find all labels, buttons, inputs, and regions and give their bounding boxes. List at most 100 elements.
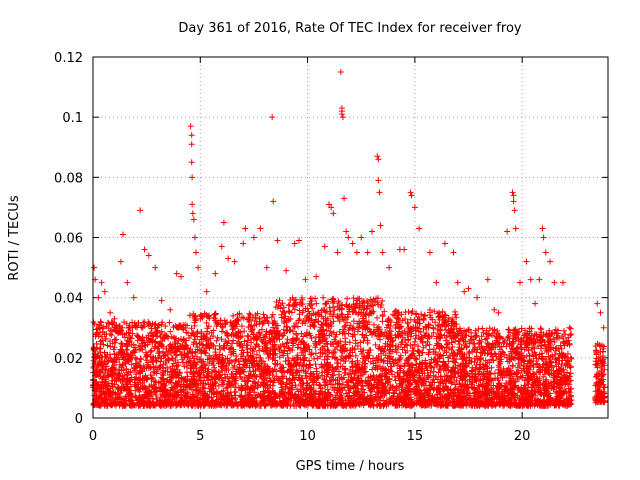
data-point: [108, 401, 115, 408]
data-point: [256, 354, 263, 361]
data-point: [280, 326, 287, 333]
data-point: [334, 303, 341, 310]
data-point: [313, 316, 320, 323]
data-point: [126, 356, 133, 363]
data-point: [378, 302, 385, 309]
data-point: [215, 383, 222, 390]
data-point: [356, 399, 363, 406]
data-point: [183, 364, 190, 371]
data-point: [182, 352, 189, 359]
data-point: [350, 331, 357, 338]
data-point: [349, 358, 356, 365]
data-point: [136, 362, 143, 369]
data-point: [246, 389, 253, 396]
data-point: [352, 309, 359, 316]
data-point: [131, 367, 138, 374]
data-point: [233, 321, 240, 328]
data-point: [147, 322, 154, 329]
data-point: [350, 389, 357, 396]
data-point: [279, 373, 286, 380]
data-point: [113, 354, 120, 361]
data-point: [91, 347, 98, 354]
data-point: [189, 393, 196, 400]
data-point: [260, 358, 267, 365]
data-point: [204, 372, 211, 379]
data-point: [256, 315, 263, 322]
data-point: [355, 372, 362, 379]
data-point: [161, 393, 168, 400]
data-point: [255, 343, 262, 350]
data-point: [222, 338, 229, 345]
data-point: [253, 392, 260, 399]
data-point: [287, 394, 294, 401]
data-point: [95, 395, 102, 402]
data-point: [187, 360, 194, 367]
data-point: [128, 341, 135, 348]
data-point: [376, 378, 383, 385]
data-point: [184, 373, 191, 380]
data-point: [267, 400, 274, 407]
data-point: [339, 363, 346, 370]
data-point: [314, 374, 321, 381]
data-point: [305, 317, 312, 324]
data-point: [329, 371, 336, 378]
data-point: [196, 374, 203, 381]
data-point: [203, 311, 210, 318]
data-point: [117, 329, 124, 336]
data-point: [327, 321, 334, 328]
data-point: [363, 332, 370, 339]
data-point: [181, 363, 188, 370]
data-point: [279, 300, 286, 307]
data-point: [306, 373, 313, 380]
data-point: [113, 336, 120, 343]
data-point: [372, 341, 379, 348]
data-point: [195, 389, 202, 396]
data-point: [135, 375, 142, 382]
data-point: [190, 331, 197, 338]
data-point: [101, 399, 108, 406]
data-point: [132, 323, 139, 330]
data-point: [181, 392, 188, 399]
data-point: [220, 387, 227, 394]
data-point: [189, 350, 196, 357]
data-point: [351, 345, 358, 352]
data-point: [214, 396, 221, 403]
data-point: [340, 402, 347, 409]
data-point: [369, 366, 376, 373]
data-point: [251, 400, 258, 407]
data-point: [263, 315, 270, 322]
data-point: [249, 348, 256, 355]
data-point: [346, 325, 353, 332]
data-point: [129, 330, 136, 337]
data-point: [93, 344, 100, 351]
data-point: [218, 328, 225, 335]
data-point: [336, 328, 343, 335]
data-point: [139, 385, 146, 392]
data-point: [291, 376, 298, 383]
data-point: [242, 382, 249, 389]
data-point: [137, 362, 144, 369]
data-point: [286, 327, 293, 334]
data-point: [321, 356, 328, 363]
data-point: [261, 362, 268, 369]
data-point: [104, 382, 111, 389]
data-point: [177, 343, 184, 350]
data-point: [128, 374, 135, 381]
data-point: [272, 304, 279, 311]
data-point: [252, 344, 259, 351]
data-point: [148, 325, 155, 332]
data-point: [452, 311, 459, 318]
data-point: [293, 320, 300, 327]
data-point: [164, 364, 171, 371]
data-point: [172, 322, 179, 329]
data-point: [98, 333, 105, 340]
data-point: [420, 317, 427, 324]
data-point: [144, 361, 151, 368]
data-point: [188, 376, 195, 383]
data-point: [259, 338, 266, 345]
data-point: [317, 382, 324, 389]
data-point: [335, 298, 342, 305]
data-point: [351, 326, 358, 333]
data-point: [306, 346, 313, 353]
